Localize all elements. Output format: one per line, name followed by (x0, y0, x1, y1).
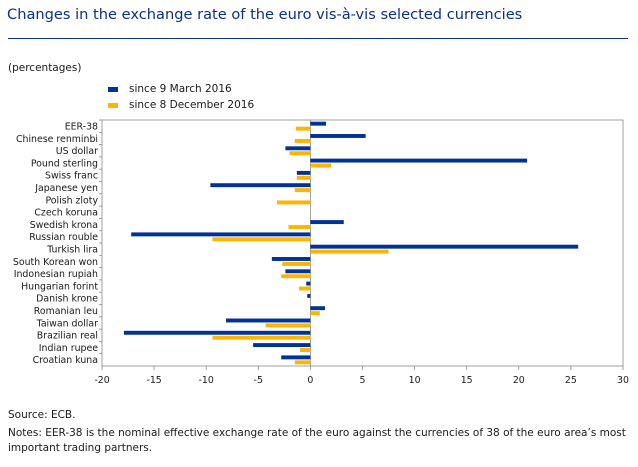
category-label: Pound sterling (31, 158, 98, 169)
bar-since-march-2016 (253, 343, 310, 347)
bar-since-march-2016 (285, 146, 310, 150)
bar-since-december-2016 (296, 127, 311, 131)
x-tick-label: 30 (617, 375, 629, 386)
bar-since-december-2016 (297, 176, 311, 180)
notes-text: Notes: EER-38 is the nominal effective e… (8, 426, 633, 456)
category-label: Chinese renminbi (16, 134, 98, 145)
category-label: Romanian leu (34, 306, 98, 317)
bar-since-december-2016 (295, 188, 311, 192)
bar-since-december-2016 (277, 200, 310, 204)
category-label: Indonesian rupiah (14, 269, 98, 280)
bar-since-march-2016 (210, 183, 310, 187)
x-tick-label: -20 (94, 375, 109, 386)
category-label: Taiwan dollar (36, 318, 98, 329)
category-label: Polish zloty (45, 195, 98, 206)
category-label: Hungarian forint (21, 281, 98, 292)
bar-since-december-2016 (282, 262, 310, 266)
bar-chart: -20 -15 -10 -5 0 5 10 15 20 25 30 EER-38 Chinese ren… (0, 0, 638, 400)
category-label: Swedish krona (30, 220, 98, 231)
bar-since-march-2016 (310, 245, 578, 249)
category-label: Swiss franc (45, 171, 98, 182)
category-label: South Korean won (13, 257, 98, 268)
x-tick-label: 15 (461, 375, 473, 386)
bar-since-march-2016 (307, 294, 310, 298)
bar-since-december-2016 (289, 225, 311, 229)
category-label: Russian rouble (29, 232, 98, 243)
x-tick-label: -5 (254, 375, 263, 386)
bar-since-december-2016 (300, 348, 310, 352)
bar-since-december-2016 (310, 250, 388, 254)
bar-since-december-2016 (295, 360, 311, 364)
bar-since-march-2016 (310, 306, 325, 310)
x-tick-label: -10 (199, 375, 214, 386)
x-tick-label: 5 (360, 375, 366, 386)
bar-since-december-2016 (290, 151, 311, 155)
bar-since-march-2016 (297, 171, 311, 175)
category-label: Czech koruna (34, 208, 98, 219)
bar-since-december-2016 (299, 287, 310, 291)
bar-since-december-2016 (281, 274, 310, 278)
bar-since-march-2016 (281, 355, 310, 359)
bar-since-december-2016 (266, 323, 311, 327)
category-label: Indian rupee (39, 343, 98, 354)
bar-since-december-2016 (295, 139, 311, 143)
bar-since-march-2016 (306, 282, 310, 286)
category-label: Turkish lira (46, 244, 98, 255)
bar-since-march-2016 (124, 331, 311, 335)
bar-since-march-2016 (272, 257, 311, 261)
bar-since-december-2016 (310, 164, 331, 168)
bar-since-december-2016 (212, 336, 310, 340)
category-label: Brazilian real (37, 331, 98, 342)
category-label: Japanese yen (34, 183, 98, 194)
bar-since-march-2016 (131, 232, 310, 236)
bar-since-december-2016 (310, 311, 319, 315)
bar-since-march-2016 (310, 220, 343, 224)
category-label: US dollar (56, 146, 98, 157)
bar-since-december-2016 (212, 237, 310, 241)
category-label: EER-38 (65, 121, 98, 132)
x-tick-label: 25 (565, 375, 577, 386)
category-label: Danish krone (36, 294, 98, 305)
x-tick-label: -15 (146, 375, 161, 386)
category-label: Croatian kuna (33, 355, 98, 366)
bar-since-march-2016 (285, 269, 310, 273)
plot-frame (102, 120, 623, 366)
bar-since-march-2016 (310, 134, 365, 138)
bar-since-march-2016 (310, 159, 527, 163)
x-tick-label: 10 (409, 375, 421, 386)
bar-since-march-2016 (226, 319, 310, 323)
x-tick-label: 0 (307, 375, 313, 386)
x-tick-label: 20 (513, 375, 525, 386)
bar-since-march-2016 (310, 122, 326, 126)
source-note: Source: ECB. (8, 409, 75, 421)
